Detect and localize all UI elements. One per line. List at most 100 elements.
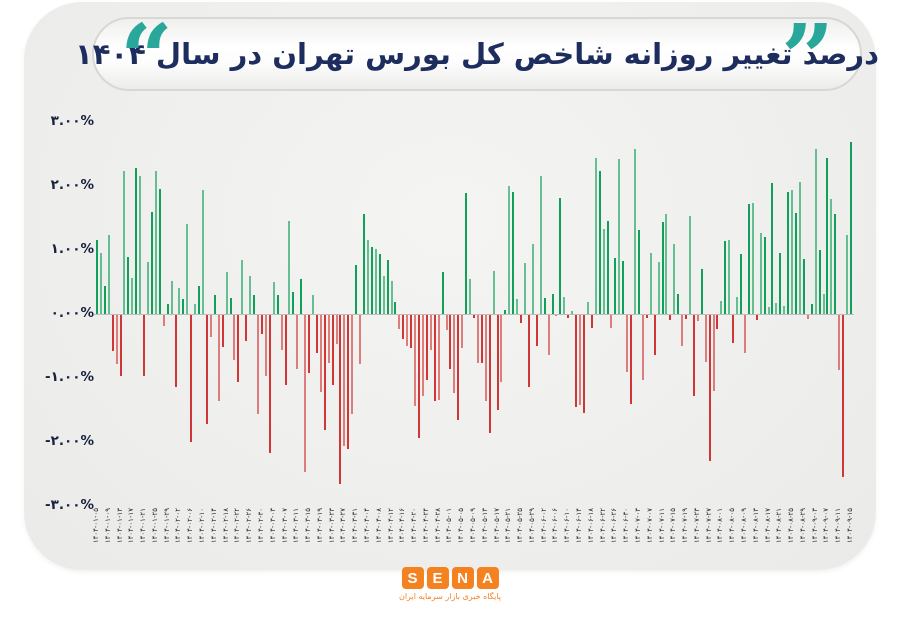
bar-positive <box>123 171 126 314</box>
bar-positive <box>178 287 181 314</box>
chart-card: ” درصد تغییر روزانه شاخص کل بورس تهران د… <box>24 2 879 570</box>
bar-positive <box>198 285 201 314</box>
x-axis-label: ۱۴۰۴-۰۳-۱۵ <box>304 508 313 544</box>
bar-negative <box>174 315 177 387</box>
bar-positive <box>586 301 589 314</box>
bar-positive <box>594 157 597 314</box>
bar-negative <box>347 315 350 449</box>
x-axis-label: ۱۴۰۴-۰۲-۱۰ <box>198 508 207 544</box>
x-axis-label: ۱۴۰۴-۰۷-۱۹ <box>681 508 690 544</box>
bar-positive <box>688 216 691 314</box>
y-axis-label: ۲.۰۰% <box>50 177 94 193</box>
x-axis-label: ۱۴۰۴-۰۶-۱۴ <box>575 508 584 544</box>
bar-positive <box>795 212 798 314</box>
x-axis-label: ۱۴۰۴-۰۲-۰۲ <box>174 508 183 544</box>
bar-positive <box>96 239 98 314</box>
bar-negative <box>500 315 503 382</box>
bar-positive <box>798 181 801 314</box>
bar-negative <box>732 315 735 344</box>
bar-negative <box>838 315 841 371</box>
bar-negative <box>842 315 845 477</box>
bar-positive <box>355 264 358 314</box>
title-part-post: کل بورس تهران در سال ۱۴۰۴ <box>75 37 504 71</box>
bar-negative <box>221 315 224 347</box>
bar-negative <box>527 315 530 388</box>
bar-positive <box>182 299 185 314</box>
bar-negative <box>335 315 338 344</box>
bar-positive <box>810 303 813 314</box>
x-axis-label: ۱۴۰۴-۰۶-۲۶ <box>610 508 619 544</box>
bar-negative <box>351 315 354 414</box>
bar-positive <box>818 250 821 314</box>
bar-negative <box>708 315 711 461</box>
bar-positive <box>441 272 444 314</box>
x-axis-label: ۱۴۰۴-۰۵-۲۵ <box>516 508 525 544</box>
bar-negative <box>681 315 684 347</box>
x-axis-label: ۱۴۰۴-۰۹-۱۵ <box>846 508 854 544</box>
bar-positive <box>771 182 774 314</box>
bar-positive <box>300 278 303 314</box>
bar-negative <box>626 315 629 372</box>
bar-positive <box>700 269 703 314</box>
x-axis-label: ۱۴۰۴-۰۶-۱۸ <box>586 508 595 544</box>
bar-negative <box>755 315 758 321</box>
bar-negative <box>143 315 146 376</box>
bar-positive <box>543 298 546 314</box>
bar-positive <box>394 301 397 314</box>
bar-negative <box>111 315 114 351</box>
bar-positive <box>606 221 609 314</box>
bar-positive <box>504 309 507 314</box>
x-axis-label: ۱۴۰۴-۰۲-۲۲ <box>233 508 242 544</box>
bar-negative <box>398 315 401 330</box>
x-axis-label: ۱۴۰۴-۰۱-۱۷ <box>127 508 136 544</box>
x-axis-label: ۱۴۰۴-۰۳-۲۳ <box>327 508 336 544</box>
x-axis-label: ۱۴۰۴-۰۶-۳۰ <box>622 508 631 544</box>
x-axis-label: ۱۴۰۴-۰۵-۲۱ <box>504 508 513 544</box>
bar-positive <box>614 258 617 314</box>
y-axis-label: ۰.۰۰% <box>50 305 94 321</box>
logo-letter-n: N <box>451 567 474 589</box>
y-axis-label: -۱.۰۰% <box>45 369 94 385</box>
x-axis-label: ۱۴۰۴-۰۱-۲۱ <box>139 508 148 544</box>
bar-positive <box>563 297 566 314</box>
y-axis-label: -۲.۰۰% <box>45 433 94 449</box>
x-axis-label: ۱۴۰۴-۰۸-۱۳ <box>751 508 760 544</box>
bar-positive <box>363 213 366 314</box>
bar-negative <box>410 315 413 348</box>
bar-positive <box>170 280 173 314</box>
x-axis-label: ۱۴۰۴-۰۵-۱۳ <box>480 508 489 544</box>
bar-positive <box>834 214 837 314</box>
x-axis-label: ۱۴۰۴-۰۱-۱۳ <box>115 508 124 544</box>
bar-negative <box>575 315 578 408</box>
bar-negative <box>453 315 456 394</box>
bar-negative <box>484 315 487 402</box>
x-axis-label: ۱۴۰۴-۰۹-۰۳ <box>810 508 819 544</box>
bar-negative <box>339 315 342 484</box>
bar-positive <box>272 282 275 314</box>
title-part-pre: درصد تغییر روزانه <box>623 37 879 71</box>
x-axis-label: ۱۴۰۴-۰۱-۲۵ <box>150 508 159 544</box>
bar-negative <box>429 315 432 350</box>
x-axis-label: ۱۴۰۴-۰۵-۰۱ <box>445 508 454 544</box>
x-axis-label: ۱۴۰۴-۰۴-۰۸ <box>374 508 383 544</box>
bar-positive <box>139 176 142 314</box>
bar-negative <box>327 315 330 363</box>
bar-positive <box>736 297 739 314</box>
bar-positive <box>747 203 750 314</box>
bar-negative <box>653 315 656 356</box>
bar-positive <box>253 294 256 314</box>
x-axis-label: ۱۴۰۴-۰۱-۰۵ <box>92 508 100 544</box>
bar-negative <box>630 315 633 404</box>
bar-positive <box>150 212 153 314</box>
bar-positive <box>814 148 817 314</box>
y-axis-label: ۳.۰۰% <box>50 113 94 129</box>
x-axis-label: ۱۴۰۴-۰۵-۱۷ <box>492 508 501 544</box>
bar-negative <box>457 315 460 420</box>
bar-negative <box>319 315 322 392</box>
bar-negative <box>743 315 746 354</box>
bar-positive <box>225 272 228 314</box>
bar-positive <box>559 197 562 314</box>
bar-positive <box>241 259 244 314</box>
bar-negative <box>547 315 550 356</box>
